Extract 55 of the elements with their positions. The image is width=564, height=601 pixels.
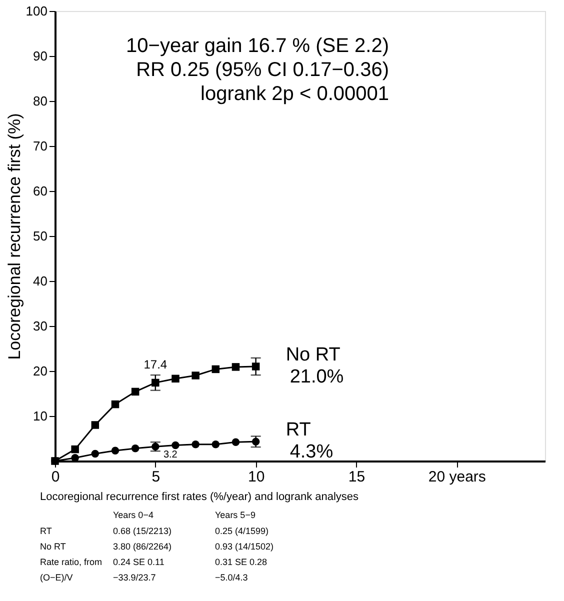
text: Rate ratio, from <box>40 557 102 567</box>
point <box>172 374 180 383</box>
text: 3.80 (86/2264) <box>113 542 172 552</box>
y-tick-label: 40 <box>33 274 48 288</box>
text: Years 5−9 <box>215 510 256 520</box>
y-axis-title: Locoregional recurrence first (%) <box>4 113 24 360</box>
text: 0.93 (14/1502) <box>215 542 274 552</box>
point <box>172 441 180 450</box>
point <box>91 421 100 429</box>
y-tick-label: 10 <box>33 408 48 424</box>
point <box>212 440 220 448</box>
x-tick-label: 10 <box>248 468 265 486</box>
annotation: 4.3% <box>290 442 334 463</box>
annotation: logrank 2p < 0.00001 <box>200 83 389 105</box>
y-tick-label: 100 <box>26 4 48 18</box>
text: Locoregional recurrence first rates (%/year) and logrank analyses <box>40 491 360 503</box>
point <box>192 372 200 380</box>
text: No RT <box>40 542 66 552</box>
text: 0.24 SE 0.11 <box>113 557 164 567</box>
y-tick-label: 20 <box>33 364 48 378</box>
series-label: No RT <box>286 344 341 366</box>
text: −33.9/23.7 <box>113 572 156 582</box>
point <box>131 388 140 396</box>
text: (O−E)/V <box>40 572 73 582</box>
text: −5.0/4.3 <box>215 572 248 582</box>
text: Years 0−4 <box>113 510 154 520</box>
point <box>111 446 120 455</box>
point <box>91 450 100 458</box>
text: 0.31 SE 0.28 <box>215 557 268 567</box>
x-tick-label: 20 years <box>428 468 486 486</box>
text: RT <box>40 526 52 536</box>
y-tick-label: 50 <box>33 228 48 244</box>
x-tick-label: 15 <box>348 468 366 486</box>
data-label: 17.4 <box>144 358 168 372</box>
data-label: 3.2 <box>163 450 178 461</box>
annotation: RR 0.25 (95% CI 0.17−0.36) <box>136 59 389 81</box>
point <box>212 365 220 374</box>
point <box>131 444 140 452</box>
annotation: 10−year gain 16.7 % (SE 2.2) <box>126 35 389 57</box>
x-tick-label: 0 <box>51 468 60 486</box>
text: 0.25 (4/1599) <box>215 526 269 536</box>
series-label: RT <box>286 420 312 441</box>
y-tick-label: 80 <box>33 94 48 108</box>
y-tick-label: 70 <box>33 138 48 154</box>
point <box>111 400 120 408</box>
x-tick-label: 5 <box>152 468 160 486</box>
y-tick-label: 30 <box>33 318 48 334</box>
text: 0.68 (15/2213) <box>113 526 172 536</box>
point <box>192 440 200 448</box>
y-tick-label: 90 <box>33 48 48 64</box>
annotation: 21.0% <box>290 366 344 388</box>
point <box>71 445 79 454</box>
y-tick-label: 60 <box>33 184 48 198</box>
point <box>232 363 240 371</box>
point <box>232 438 240 446</box>
